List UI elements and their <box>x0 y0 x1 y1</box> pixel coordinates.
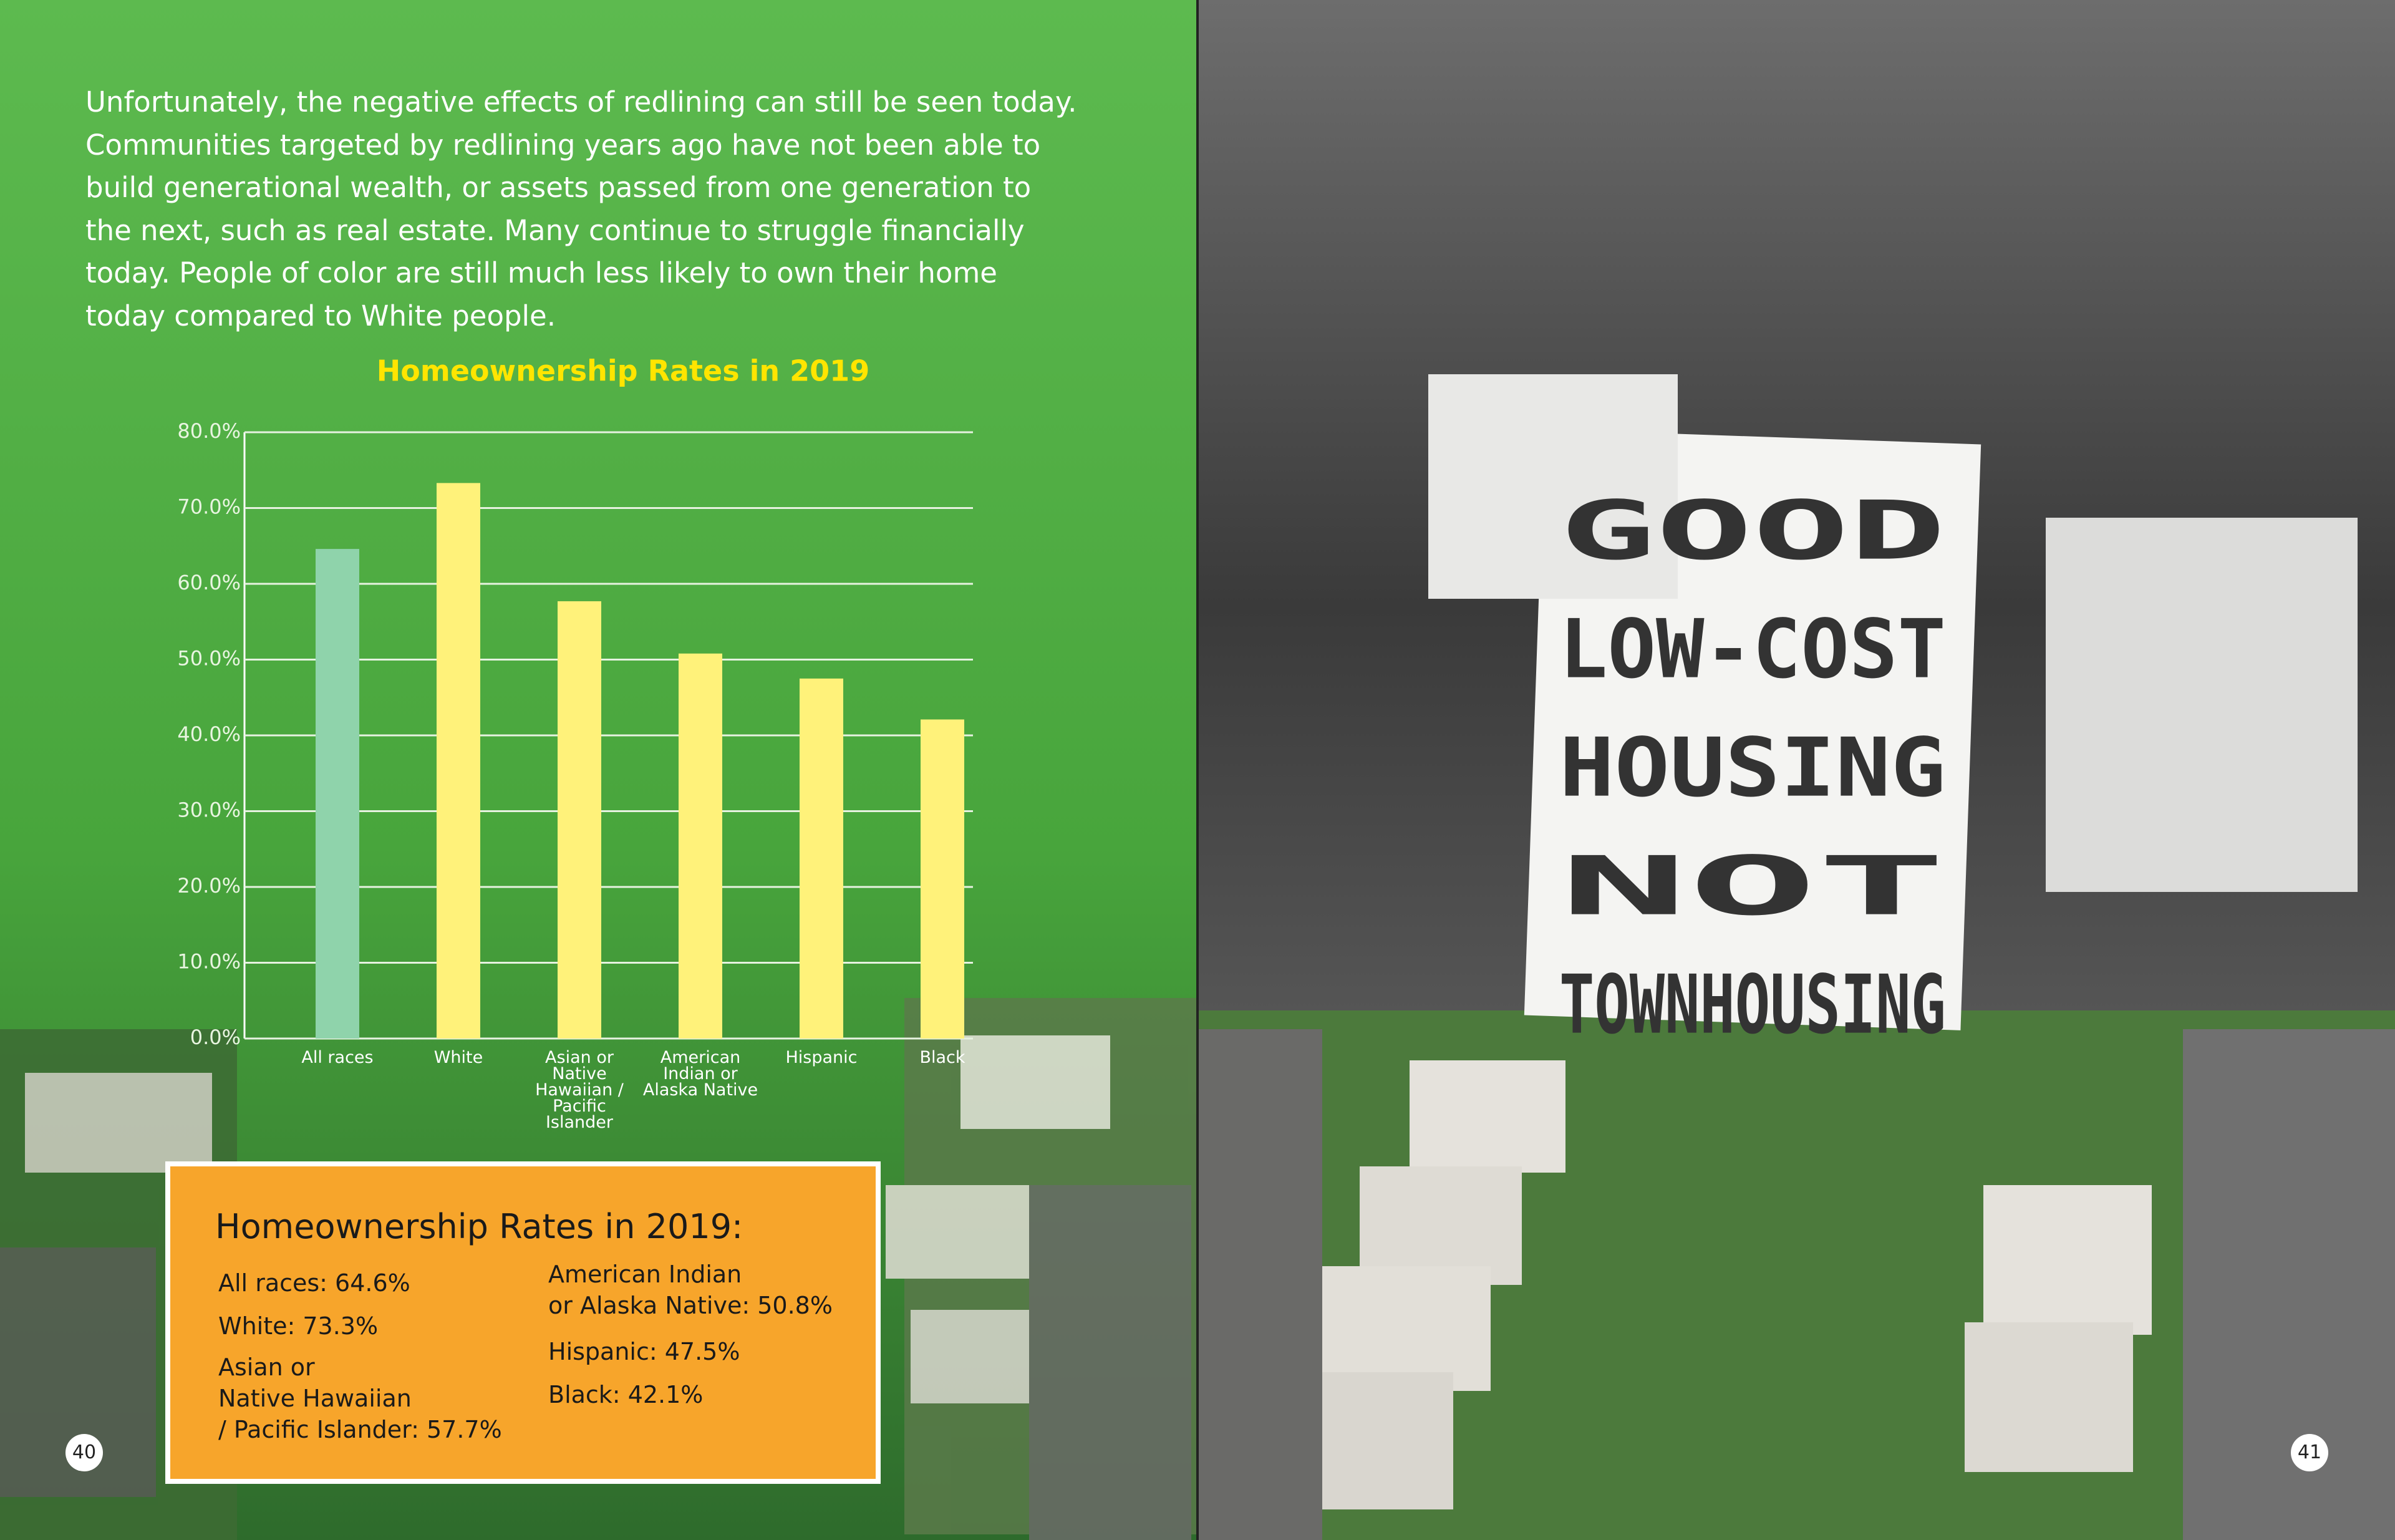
info-item: All races: 64.6% <box>218 1269 410 1297</box>
bar <box>921 719 964 1039</box>
aerial-houses <box>1198 1029 2395 1540</box>
x-tick-label: American Indian or Alaska Native <box>642 1048 758 1100</box>
info-item: Hispanic: 47.5% <box>548 1338 740 1365</box>
y-tick-label: 80.0% <box>177 419 241 443</box>
x-tick-label: White <box>433 1048 483 1067</box>
info-box-title: Homeownership Rates in 2019: <box>215 1207 743 1246</box>
x-tick-label: Black <box>919 1048 965 1067</box>
info-item: American Indian or Alaska Native: 50.8% <box>548 1261 833 1319</box>
sign-text: GOOD <box>1559 483 1946 578</box>
y-tick-label: 50.0% <box>177 647 241 671</box>
bar <box>316 549 359 1039</box>
info-item: Asian or Native Hawaiian / Pacific Islan… <box>218 1354 502 1443</box>
bar <box>437 483 480 1039</box>
x-tick-label: Hispanic <box>785 1048 858 1067</box>
page-number: 41 <box>2291 1434 2328 1471</box>
bar <box>558 601 601 1039</box>
x-tick-label: Asian or Native Hawaiian / Pacific Islan… <box>535 1048 624 1132</box>
placard <box>1428 374 2358 1030</box>
x-tick-label: All races <box>301 1048 374 1067</box>
sign-text: NOT <box>1559 839 1946 934</box>
body-text: Unfortunately, the negative effects of r… <box>85 85 1077 332</box>
y-tick-label: 70.0% <box>177 495 241 519</box>
bar <box>679 653 722 1039</box>
page-number: 40 <box>65 1434 103 1471</box>
y-tick-label: 20.0% <box>177 874 241 898</box>
info-item: Black: 42.1% <box>548 1381 704 1408</box>
sign-text: LOW-COST <box>1559 602 1946 697</box>
y-tick-label: 60.0% <box>177 571 241 594</box>
y-tick-label: 40.0% <box>177 722 241 746</box>
chart-title: Homeownership Rates in 2019 <box>377 354 869 388</box>
info-box <box>165 1161 881 1484</box>
y-tick-label: 10.0% <box>177 950 241 974</box>
y-tick-label: 0.0% <box>190 1025 241 1049</box>
bar <box>800 678 843 1039</box>
info-item: White: 73.3% <box>218 1312 379 1340</box>
sign-text: TOWNHOUSING <box>1559 957 1946 1052</box>
sign-text: HOUSING <box>1559 720 1946 815</box>
y-tick-label: 30.0% <box>177 798 241 822</box>
